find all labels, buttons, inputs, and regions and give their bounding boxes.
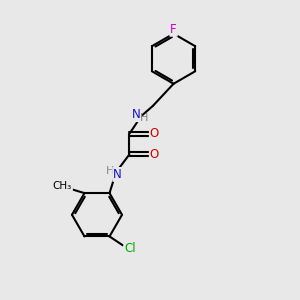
Text: H: H xyxy=(106,166,114,176)
Text: H: H xyxy=(140,112,148,123)
Text: CH₃: CH₃ xyxy=(53,181,72,191)
Text: N: N xyxy=(113,168,122,181)
Text: N: N xyxy=(131,108,140,121)
Text: Cl: Cl xyxy=(124,242,136,255)
Text: O: O xyxy=(150,127,159,140)
Text: O: O xyxy=(150,148,159,161)
Text: F: F xyxy=(170,23,177,36)
